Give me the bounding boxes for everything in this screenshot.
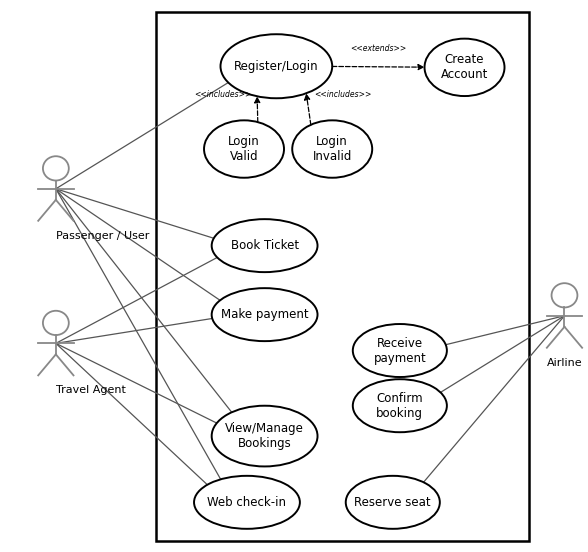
Ellipse shape xyxy=(212,288,318,341)
Text: Airline: Airline xyxy=(547,358,582,368)
Ellipse shape xyxy=(353,324,447,377)
Text: Web check-in: Web check-in xyxy=(208,496,286,509)
Text: Login
Invalid: Login Invalid xyxy=(313,135,352,163)
Text: Confirm
booking: Confirm booking xyxy=(376,392,423,420)
Bar xyxy=(156,12,529,541)
Ellipse shape xyxy=(212,406,318,466)
Text: Make payment: Make payment xyxy=(220,308,309,321)
Ellipse shape xyxy=(204,120,284,178)
Text: Reserve seat: Reserve seat xyxy=(355,496,431,509)
Ellipse shape xyxy=(425,39,505,96)
Text: <<includes>>: <<includes>> xyxy=(315,90,372,99)
Ellipse shape xyxy=(212,219,318,272)
Ellipse shape xyxy=(194,476,300,529)
Text: Passenger / User: Passenger / User xyxy=(56,231,149,241)
Text: Book Ticket: Book Ticket xyxy=(230,239,299,252)
Text: <<includes>>: <<includes>> xyxy=(194,91,252,99)
Text: Login
Valid: Login Valid xyxy=(228,135,260,163)
Ellipse shape xyxy=(353,379,447,432)
Ellipse shape xyxy=(292,120,372,178)
Text: <<extends>>: <<extends>> xyxy=(350,44,406,53)
Ellipse shape xyxy=(346,476,440,529)
Ellipse shape xyxy=(220,34,332,98)
Text: Create
Account: Create Account xyxy=(441,54,488,81)
Text: View/Manage
Bookings: View/Manage Bookings xyxy=(225,422,304,450)
Text: Travel Agent: Travel Agent xyxy=(56,385,126,395)
Text: Register/Login: Register/Login xyxy=(234,60,319,73)
Text: Receive
payment: Receive payment xyxy=(373,337,426,364)
